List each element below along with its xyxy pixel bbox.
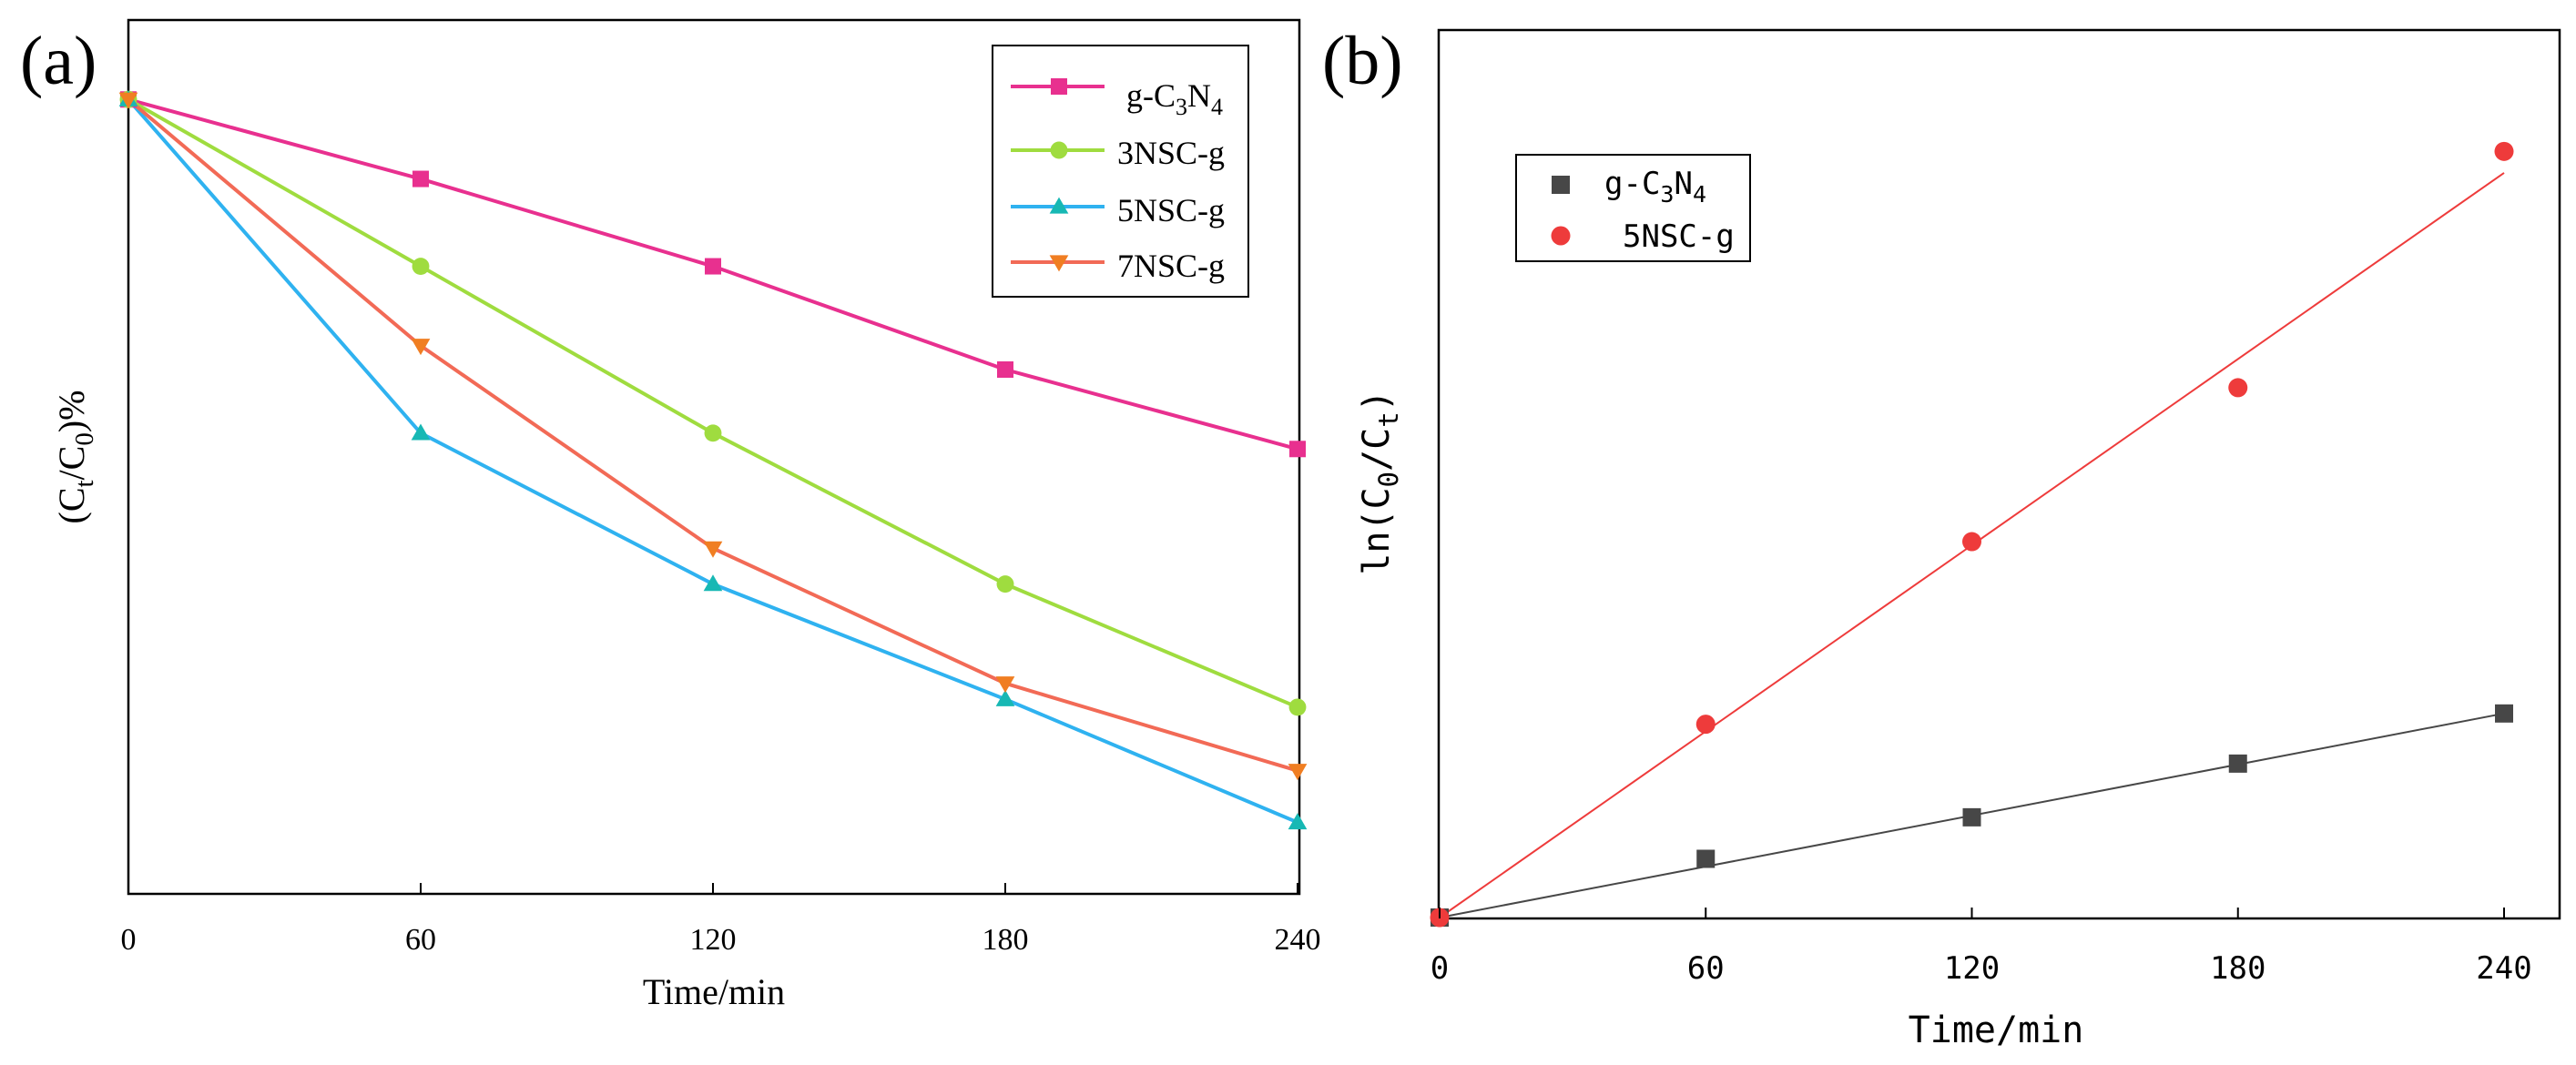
b-tick-label-60: 60 — [1687, 950, 1725, 987]
point-g-c3n4-60 — [412, 170, 429, 188]
legend-marker-3nsc-g — [1050, 141, 1068, 159]
point-g-c3n4-180 — [2228, 754, 2247, 773]
point-3nsc-g-120 — [704, 424, 722, 442]
point-g-c3n4-180 — [997, 361, 1013, 378]
legend-marker-7nsc-g — [1049, 255, 1069, 272]
point-7nsc-g-60 — [411, 339, 431, 356]
legend-box-b — [1515, 154, 1751, 262]
legend-marker-g-c3n4 — [1051, 78, 1067, 95]
panel-b: (b) 0 60 120 180 240 Time/min ln(C0/Ct) g-C3… — [1322, 23, 2561, 1051]
legend-label-gc3n4-b: g-C3N4 — [1604, 166, 1706, 208]
point-g-c3n4-60 — [1696, 849, 1716, 868]
b-tick-label-240: 240 — [2476, 950, 2531, 987]
legend-label-gc3n4-a: g-C3N4 — [1126, 77, 1223, 120]
point-g-c3n4-240 — [1289, 441, 1306, 458]
series-layer-b — [1430, 141, 2514, 928]
legend-marker-5nsc-g — [1551, 226, 1571, 246]
x-axis-label-a: Time/min — [643, 971, 785, 1012]
legend-marker-g-c3n4 — [1552, 176, 1570, 194]
point-7nsc-g-240 — [1288, 764, 1308, 781]
point-3nsc-g-240 — [1288, 698, 1307, 716]
a-tick-label-240: 240 — [1275, 923, 1321, 957]
y-axis-label-a: (Ct/C0)% — [51, 390, 99, 524]
point-5nsc-g-60 — [411, 423, 431, 441]
legend-label-7nsc-a: 7NSC-g — [1117, 248, 1225, 284]
point-3nsc-g-180 — [996, 575, 1014, 593]
panel-b-label: (b) — [1322, 23, 1403, 99]
point-7nsc-g-120 — [703, 541, 723, 558]
a-tick-label-180: 180 — [983, 923, 1029, 957]
point-5nsc-g-240 — [1288, 813, 1308, 830]
legend-label-5nsc-b: 5NSC-g — [1623, 218, 1735, 255]
panel-a: (a) 0 60 120 180 240 Time/min (Ct/C0)% g-C3N… — [20, 18, 1321, 1012]
point-5nsc-g-180 — [2228, 378, 2248, 398]
legend-a: g-C3N4 3NSC-g 5NSC-g 7NSC-g — [992, 45, 1249, 298]
panel-a-label: (a) — [20, 23, 97, 99]
point-g-c3n4-120 — [705, 258, 721, 275]
point-5nsc-g-240 — [2494, 141, 2514, 161]
y-axis-label-b: ln(C0/Ct) — [1356, 390, 1404, 575]
legend-marks-a — [1011, 78, 1105, 272]
a-tick-label-60: 60 — [405, 923, 436, 957]
point-5nsc-g-180 — [995, 689, 1015, 706]
point-5nsc-g-60 — [1695, 715, 1716, 735]
point-g-c3n4-120 — [1962, 807, 1981, 827]
b-tick-label-180: 180 — [2210, 950, 2265, 987]
x-ticks-a: 0 60 120 180 240 — [121, 883, 1321, 957]
plot-frame-b — [1437, 28, 2561, 920]
a-tick-label-120: 120 — [690, 923, 737, 957]
series-layer-a — [118, 89, 1308, 830]
point-5nsc-g-120 — [1962, 532, 1981, 552]
legend-label-5nsc-a: 5NSC-g — [1117, 192, 1225, 228]
point-g-c3n4-240 — [2495, 704, 2513, 723]
b-tick-label-120: 120 — [1944, 950, 2000, 987]
point-3nsc-g-60 — [412, 258, 430, 275]
point-7nsc-g-180 — [995, 676, 1015, 694]
point-7nsc-g-0 — [118, 92, 138, 109]
a-tick-label-0: 0 — [121, 923, 137, 957]
x-axis-label-b: Time/min — [1909, 1009, 2084, 1051]
b-tick-label-0: 0 — [1431, 950, 1449, 987]
legend-marks-b — [1551, 176, 1571, 246]
x-ticks-b: 0 60 120 180 240 — [1431, 908, 2532, 987]
legend-b: g-C3N4 5NSC-g — [1515, 154, 1751, 262]
legend-marker-5nsc-g — [1049, 197, 1069, 214]
point-5nsc-g-120 — [703, 574, 723, 592]
legend-label-3nsc-a: 3NSC-g — [1117, 135, 1225, 171]
